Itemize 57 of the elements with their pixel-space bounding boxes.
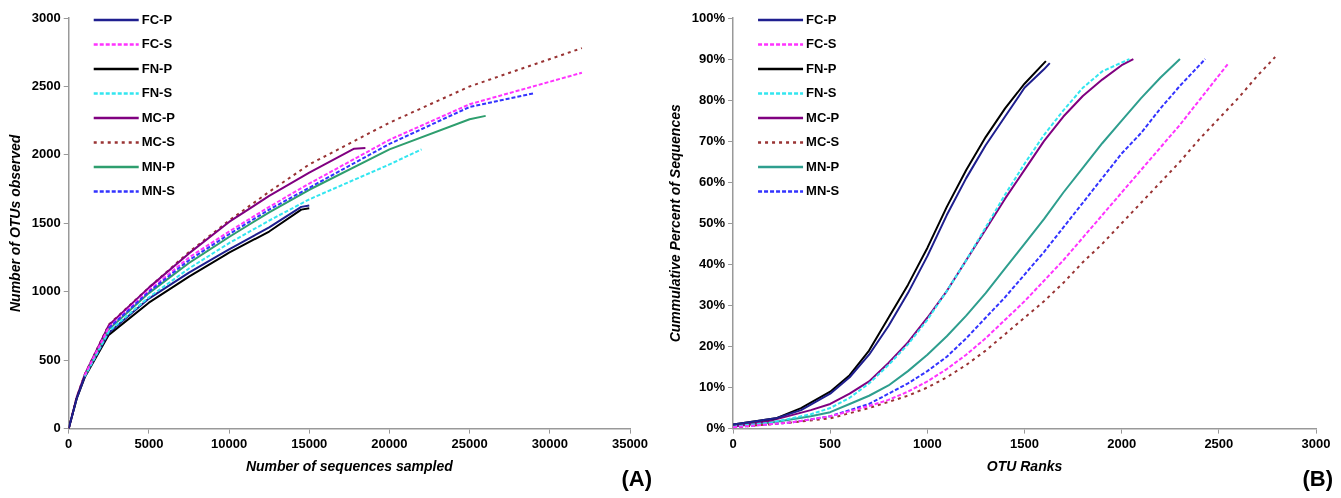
legend-label: MC-P xyxy=(806,109,840,125)
legend-label: MN-S xyxy=(806,183,840,199)
x-tick-label: 1500 xyxy=(1010,435,1039,451)
y-tick-label: 20% xyxy=(699,338,726,354)
x-tick-label: 0 xyxy=(729,435,737,451)
legend-label: FN-S xyxy=(806,85,837,101)
y-tick-label: 0 xyxy=(53,420,61,436)
y-tick-label: 2500 xyxy=(31,78,61,94)
x-tick-label: 5000 xyxy=(134,435,164,451)
y-tick-label: 3000 xyxy=(31,9,61,25)
x-axis-title: Number of sequences sampled xyxy=(245,458,454,475)
y-tick-label: 50% xyxy=(699,214,726,230)
y-axis-title: Number of OTUs observed xyxy=(7,134,24,312)
x-tick-label: 15000 xyxy=(291,435,328,451)
y-tick-label: 10% xyxy=(699,379,726,395)
y-tick-label: 100% xyxy=(691,9,726,25)
x-tick-label: 30000 xyxy=(531,435,568,451)
line-series xyxy=(83,148,423,378)
legend-label: MN-S xyxy=(141,183,176,199)
legend-label: FC-P xyxy=(806,11,837,27)
y-tick-label: 80% xyxy=(699,91,726,107)
legend-label: FC-S xyxy=(806,36,837,52)
y-tick-label: 500 xyxy=(39,351,61,367)
y-tick-label: 1000 xyxy=(31,283,61,299)
text: (B) xyxy=(1302,466,1333,492)
y-tick-label: 40% xyxy=(699,255,726,271)
legend-label: MC-S xyxy=(141,134,176,150)
legend-label: MN-P xyxy=(806,158,840,174)
legend-label: FN-P xyxy=(806,60,837,76)
y-tick-label: 0% xyxy=(706,420,726,436)
legend-label: MN-P xyxy=(141,158,176,174)
x-tick-label: 500 xyxy=(819,435,842,451)
legend-label: FN-S xyxy=(141,85,173,101)
x-tick-label: 3000 xyxy=(1301,435,1331,451)
x-tick-label: 2500 xyxy=(1204,435,1234,451)
x-tick-label: 25000 xyxy=(451,435,488,451)
legend-label: FC-P xyxy=(141,11,173,27)
y-tick-label: 30% xyxy=(699,297,726,312)
y-tick-label: 60% xyxy=(699,173,726,189)
y-tick-label: 1500 xyxy=(31,214,61,230)
x-tick-label: 35000 xyxy=(611,435,649,451)
x-tick-label: 0 xyxy=(65,435,73,451)
x-tick-label: 1000 xyxy=(912,435,942,451)
y-tick-label: 2000 xyxy=(31,146,61,162)
legend-label: MC-S xyxy=(806,134,840,150)
y-axis-title: Cummulative Percent of Sequences xyxy=(667,104,684,343)
x-axis-title: OTU Ranks xyxy=(986,458,1063,475)
line-series xyxy=(83,71,583,377)
x-tick-label: 20000 xyxy=(371,435,408,451)
legend-label: MC-P xyxy=(141,109,176,125)
legend-label: FC-S xyxy=(141,36,173,52)
x-tick-label: 2000 xyxy=(1107,435,1137,451)
legend-label: FN-P xyxy=(141,60,173,76)
y-tick-label: 90% xyxy=(699,50,726,66)
y-tick-label: 70% xyxy=(699,132,726,148)
x-tick-label: 10000 xyxy=(211,435,248,451)
text: (A) xyxy=(621,466,652,492)
